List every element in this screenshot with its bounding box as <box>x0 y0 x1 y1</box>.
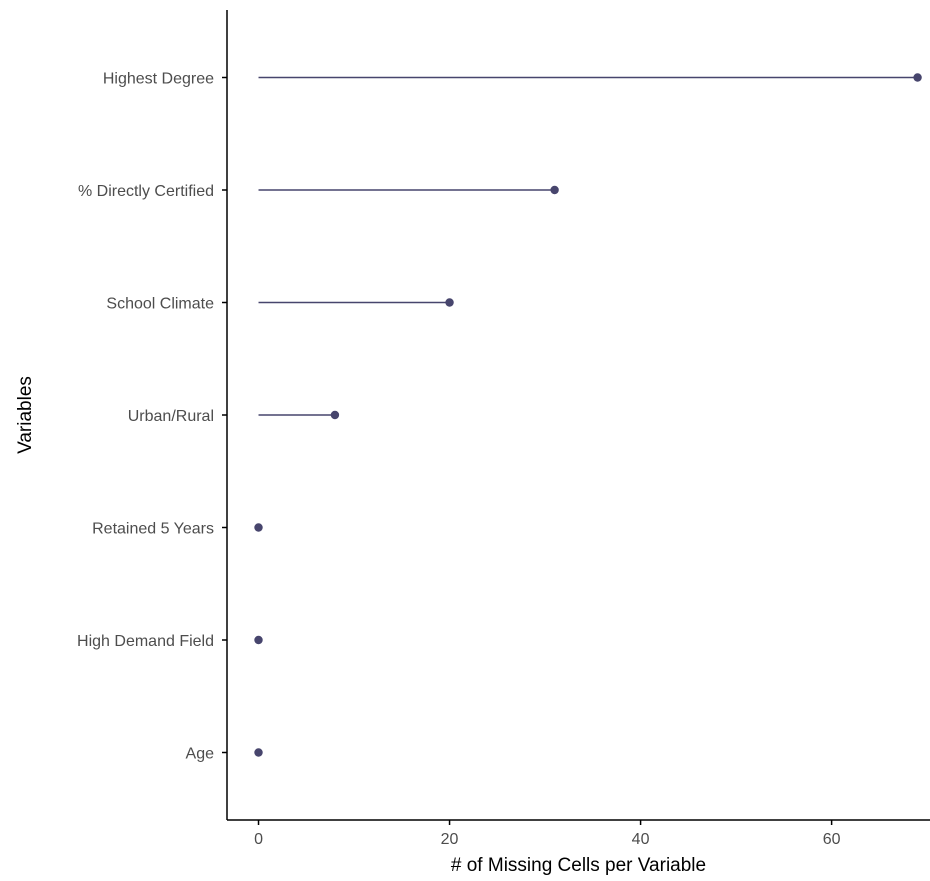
y-axis-title: Variables <box>15 376 36 454</box>
lollipop-stems <box>258 76 918 416</box>
x-tick-label: 40 <box>632 831 650 848</box>
y-tick-label: Urban/Rural <box>128 408 214 425</box>
lollipop-point <box>254 635 263 645</box>
x-tick-label: 20 <box>441 831 459 848</box>
lollipop-point <box>330 410 340 420</box>
x-tick-label: 0 <box>254 831 263 848</box>
lollipop-point <box>254 523 263 532</box>
x-tick-label: 60 <box>823 831 841 848</box>
x-axis-ticks: 0 20 40 60 <box>254 820 841 848</box>
y-tick-label: High Demand Field <box>77 633 214 650</box>
y-tick-label: % Directly Certified <box>78 183 214 200</box>
lollipop-point <box>445 298 454 307</box>
y-tick-label: Retained 5 Years <box>92 521 214 538</box>
lollipop-point <box>913 73 922 82</box>
y-tick-label: School Climate <box>106 296 214 313</box>
y-axis-ticks: Highest Degree % Directly Certified School… <box>77 71 227 763</box>
lollipop-point <box>254 748 263 757</box>
y-tick-label: Highest Degree <box>103 71 214 88</box>
lollipop-points <box>254 73 922 757</box>
y-tick-label: Age <box>186 746 215 763</box>
x-axis-title: # of Missing Cells per Variable <box>451 855 706 876</box>
lollipop-point <box>550 185 559 195</box>
